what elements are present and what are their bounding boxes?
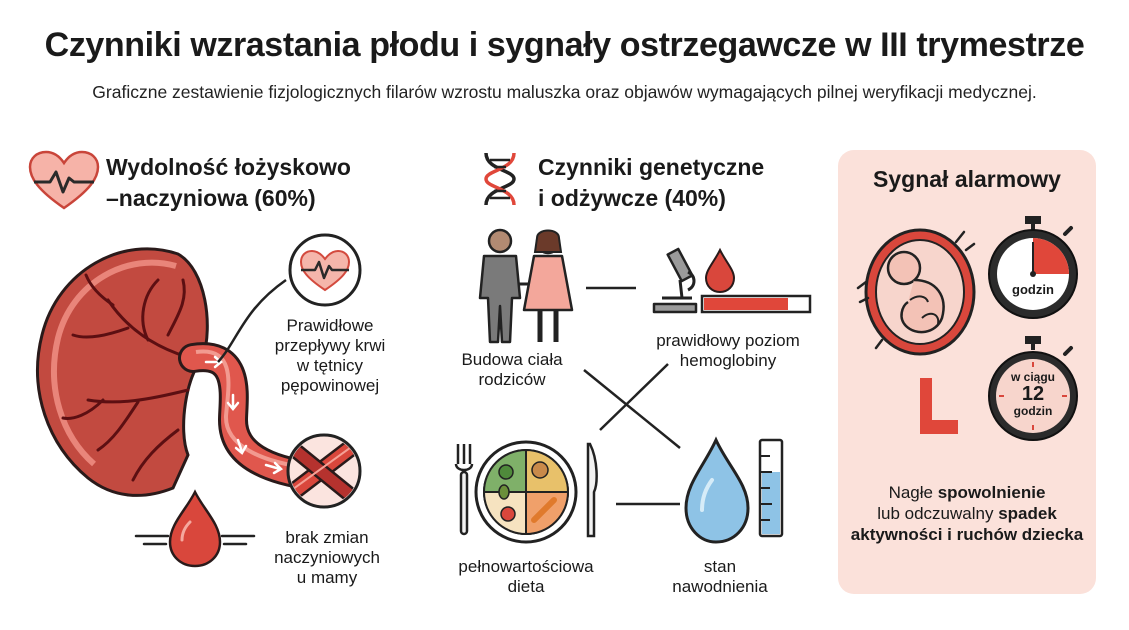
- alarm-title: Sygnał alarmowy: [873, 166, 1061, 192]
- placenta-section-title: Wydolność łożyskowo –naczyniowa (60%): [106, 152, 351, 214]
- label-hemoglobin: prawidłowy poziom hemoglobiny: [656, 331, 800, 370]
- page-subtitle: Graficzne zestawienie fizjologicznych fi…: [92, 82, 1037, 102]
- dna-icon: [484, 152, 516, 206]
- label-hydration: stan nawodnienia: [672, 557, 768, 596]
- parents-icon: [478, 228, 574, 344]
- stopwatch2-line2: godzin: [1013, 404, 1053, 418]
- label-parents: Budowa ciała rodziców: [461, 350, 563, 389]
- microscope-icon: [652, 247, 812, 314]
- label-diet: pełnowartościowa dieta: [458, 557, 594, 596]
- label-vascular: brak zmian naczyniowych u mamy: [274, 528, 380, 587]
- heart-monitor-icon: [288, 233, 362, 307]
- stopwatch2-label: w ciągu 12 godzin: [985, 370, 1081, 418]
- stopwatch2-line1: w ciągu: [1010, 370, 1055, 384]
- placenta-title-line1: Wydolność łożyskowo: [106, 154, 351, 180]
- label-blood-flow: Prawidłowe przepływy krwi w tętnicy pępo…: [274, 316, 386, 395]
- blood-vessel-icon: [286, 433, 362, 509]
- placenta-illustration: [36, 247, 328, 497]
- blood-drop-icon: [134, 489, 256, 568]
- diet-plate-icon: [454, 440, 598, 544]
- alarm-bold-slowdown: spowolnienie: [937, 483, 1046, 502]
- genetic-title-line2: i odżywcze (40%): [538, 185, 726, 211]
- decline-icon: [920, 378, 958, 434]
- heart-pulse-icon: [28, 150, 100, 210]
- water-drop-icon: [684, 436, 784, 544]
- page-title: Czynniki wzrastania płodu i sygnały ostr…: [44, 26, 1085, 64]
- stopwatch-12h-icon: [988, 336, 1078, 441]
- stopwatch1-label: godzin: [1012, 282, 1054, 297]
- alarm-description: Nagłe spowolnienie lub odczuwalny spadek…: [850, 483, 1084, 544]
- fetus-icon: [856, 228, 976, 356]
- genetic-section-title: Czynniki genetyczne i odżywcze (40%): [538, 152, 764, 214]
- stopwatch2-number: 12: [1021, 383, 1045, 405]
- alarm-bold-activity: spadek aktywności i ruchów dziecka: [850, 504, 1084, 544]
- genetic-title-line1: Czynniki genetyczne: [538, 154, 765, 180]
- stopwatch-icon: [988, 216, 1078, 319]
- placenta-title-line2: –naczyniowa (60%): [106, 185, 316, 211]
- factor-connectors: [583, 286, 681, 506]
